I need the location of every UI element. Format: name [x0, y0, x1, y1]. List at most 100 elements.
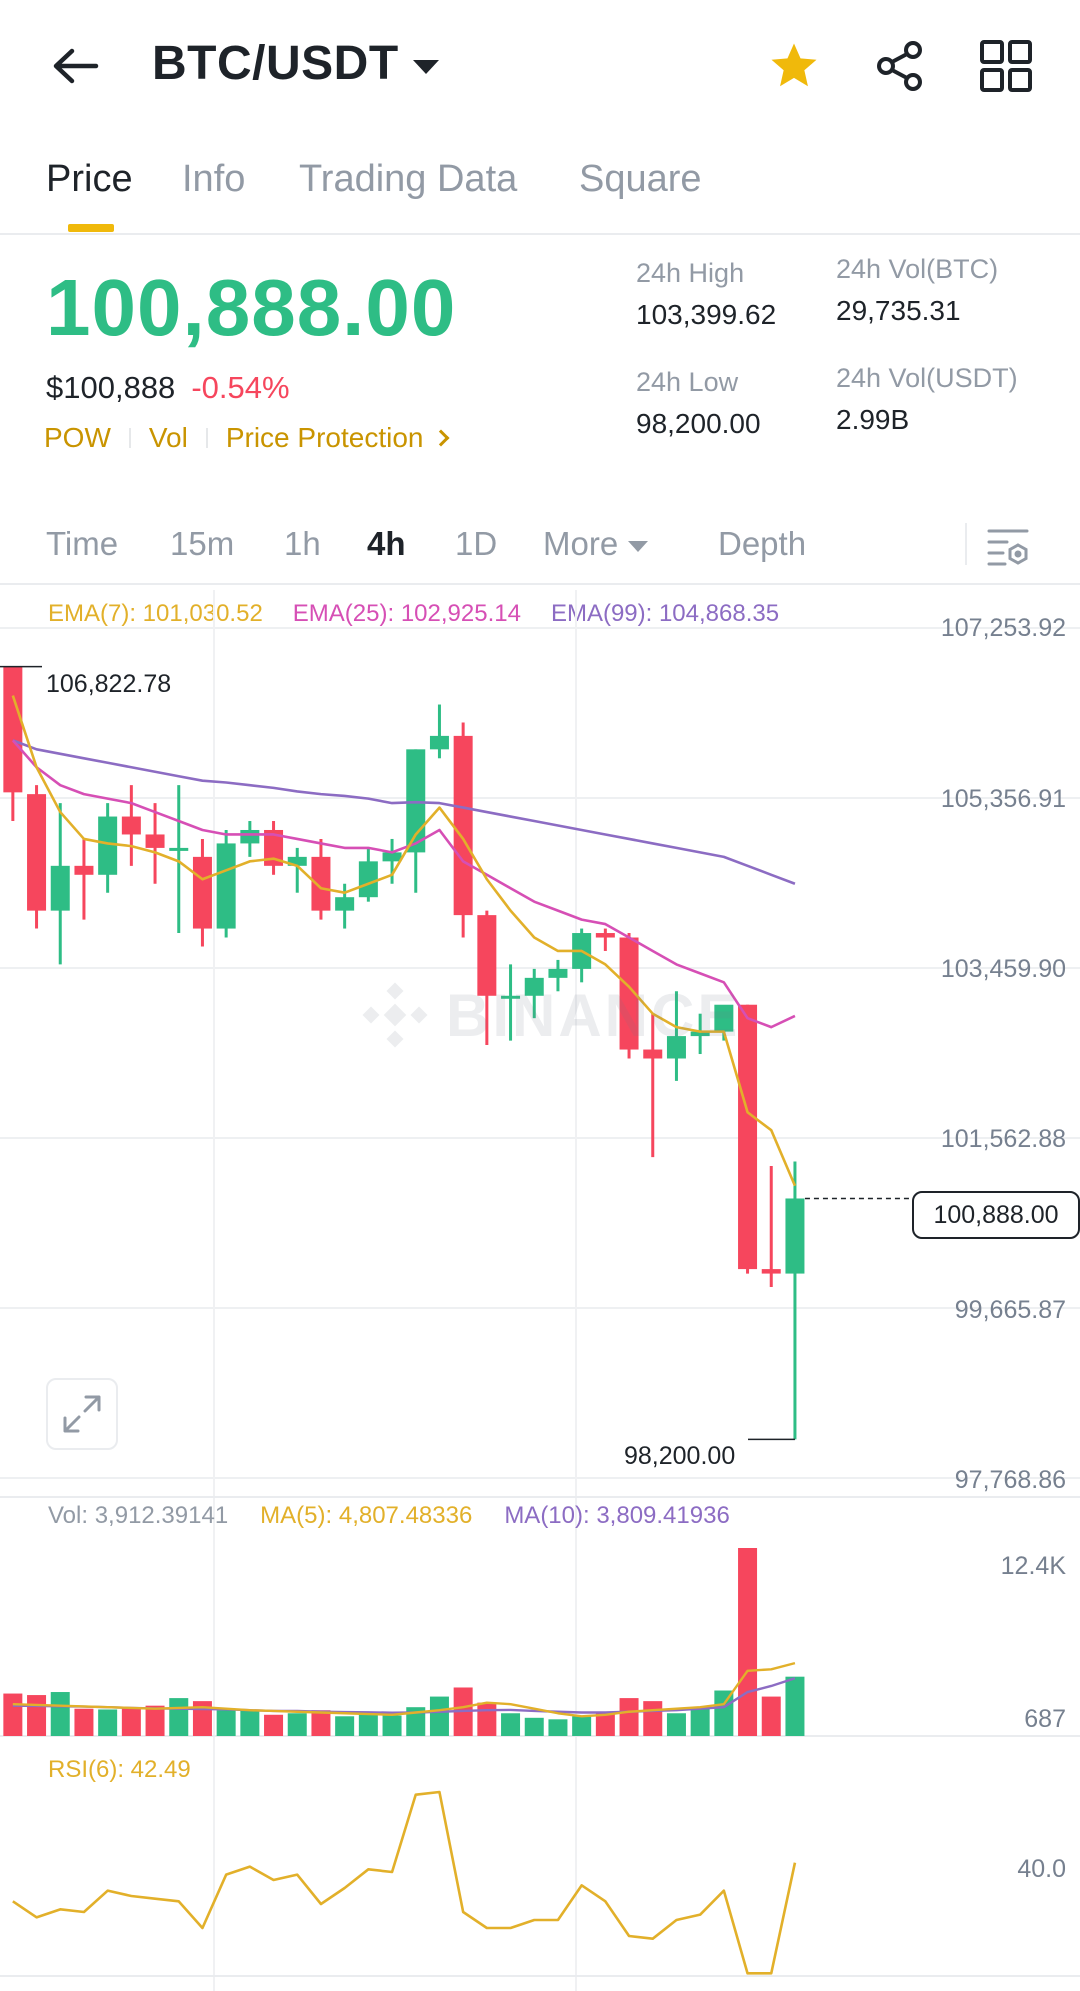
- tab-info[interactable]: Info: [182, 158, 246, 200]
- candle-body: [548, 968, 568, 978]
- volume-bar: [595, 1713, 615, 1736]
- volume-bar: [761, 1696, 781, 1736]
- stat-value: 29,735.31: [836, 295, 961, 326]
- candle-body: [619, 937, 639, 1050]
- back-button[interactable]: [40, 38, 110, 94]
- candle-body: [358, 861, 378, 898]
- ema7-label: EMA(7): 101,030.52: [48, 600, 263, 627]
- grid-icon: [980, 40, 1032, 92]
- fiat-row: $100,888 -0.54%: [46, 370, 290, 406]
- tag-divider: [205, 428, 208, 448]
- ema-legend: EMA(7): 101,030.52 EMA(25): 102,925.14 E…: [48, 600, 779, 628]
- candle-body: [121, 816, 141, 835]
- volume-bar: [690, 1707, 710, 1736]
- volume-bar: [145, 1705, 165, 1736]
- caret-down-icon: [628, 540, 649, 552]
- volume-bar: [548, 1719, 568, 1736]
- candle-body: [501, 995, 521, 999]
- candle-body: [429, 735, 449, 750]
- change-percent: -0.54%: [191, 370, 290, 405]
- volume-bar: [169, 1698, 189, 1736]
- tab-bar: Price Info Trading Data Square: [0, 150, 1080, 235]
- volume-axis-tick: 12.4K: [1000, 1552, 1066, 1580]
- tag-vol[interactable]: Vol: [148, 422, 188, 453]
- expand-icon: [63, 1395, 101, 1433]
- volume-bar: [27, 1695, 47, 1736]
- favorite-button[interactable]: [764, 36, 824, 96]
- interval-time[interactable]: Time: [46, 525, 119, 562]
- volume-bar: [572, 1716, 592, 1736]
- grid-menu-button[interactable]: [976, 36, 1036, 96]
- stat-label: 24h High: [636, 258, 745, 288]
- volume-bar: [287, 1713, 307, 1736]
- volume-bar: [358, 1714, 378, 1736]
- candle-body: [50, 865, 70, 911]
- volume-bar: [429, 1696, 449, 1736]
- ema25-line: [11, 739, 796, 1029]
- price-axis-tick: 103,459.90: [940, 955, 1066, 983]
- pair-selector[interactable]: BTC/USDT: [152, 36, 439, 91]
- fullscreen-button[interactable]: [46, 1378, 118, 1450]
- tab-trading-data[interactable]: Trading Data: [299, 158, 518, 200]
- candle-body: [287, 856, 307, 866]
- caret-down-icon: [412, 59, 439, 74]
- candle-body: [27, 794, 47, 911]
- interval-more-label: More: [543, 525, 619, 562]
- chart-settings-button[interactable]: [985, 523, 1031, 569]
- tab-square[interactable]: Square: [579, 158, 702, 200]
- volume-axis-tick: 687: [1024, 1705, 1066, 1733]
- interval-depth[interactable]: Depth: [718, 525, 807, 562]
- candle-body: [666, 1036, 686, 1059]
- volume-legend: Vol: 3,912.39141 MA(5): 4,807.48336 MA(1…: [48, 1502, 730, 1530]
- volume-bar: [738, 1548, 758, 1736]
- chart-settings-icon: [987, 529, 1029, 566]
- candle-body: [169, 847, 189, 851]
- fiat-price: $100,888: [46, 370, 176, 405]
- price-chart[interactable]: [0, 590, 1080, 1991]
- stat-24h-vol-btc: 24h Vol(BTC) 29,735.31: [836, 254, 998, 327]
- stat-value: 2.99B: [836, 404, 910, 435]
- chevron-right-icon: [432, 429, 450, 447]
- interval-15m[interactable]: 15m: [170, 525, 235, 562]
- ema99-label: EMA(99): 104,868.35: [550, 600, 780, 627]
- candle-body: [524, 977, 544, 996]
- ema7-line: [11, 695, 797, 1187]
- high-marker-label: 106,822.78: [46, 670, 172, 698]
- volume-bar: [643, 1701, 663, 1736]
- stat-24h-high: 24h High 103,399.62: [636, 258, 776, 331]
- volume-bar: [311, 1710, 331, 1736]
- watermark-text: BINANCE: [446, 981, 741, 1049]
- pair-title: BTC/USDT: [152, 37, 399, 90]
- candle-body: [98, 816, 118, 875]
- tag-price-protection[interactable]: Price Protection: [225, 422, 424, 453]
- binance-watermark: BINANCE: [360, 980, 740, 1050]
- ma10-label: MA(10): 3,809.41936: [504, 1502, 730, 1529]
- volume-bar: [666, 1713, 686, 1736]
- candle-body: [714, 1004, 734, 1032]
- candle-body: [145, 834, 165, 848]
- tab-price[interactable]: Price: [46, 158, 133, 200]
- interval-more[interactable]: More: [543, 525, 649, 563]
- candle-body: [216, 843, 236, 929]
- low-marker-label: 98,200.00: [624, 1442, 736, 1470]
- interval-4h[interactable]: 4h: [367, 525, 406, 562]
- candle-body: [690, 1031, 710, 1037]
- stat-label: 24h Vol(BTC): [836, 254, 999, 284]
- candle-body: [192, 856, 212, 929]
- tag-pow[interactable]: POW: [44, 422, 111, 453]
- interval-1d[interactable]: 1D: [455, 525, 498, 562]
- volume-bar: [477, 1702, 497, 1736]
- divider: [965, 523, 967, 565]
- volume-bar: [3, 1693, 23, 1736]
- interval-1h[interactable]: 1h: [284, 525, 321, 562]
- share-button[interactable]: [870, 36, 930, 96]
- candle-body: [643, 1049, 663, 1059]
- volume-bar: [74, 1708, 94, 1736]
- stat-label: 24h Vol(USDT): [836, 363, 1018, 393]
- stat-24h-vol-usdt: 24h Vol(USDT) 2.99B: [836, 363, 1018, 436]
- candle-body: [595, 933, 615, 938]
- rsi-line: [12, 1790, 797, 1975]
- ema99-line: [12, 739, 796, 885]
- volume-bar: [50, 1692, 70, 1736]
- active-tab-indicator: [68, 224, 114, 232]
